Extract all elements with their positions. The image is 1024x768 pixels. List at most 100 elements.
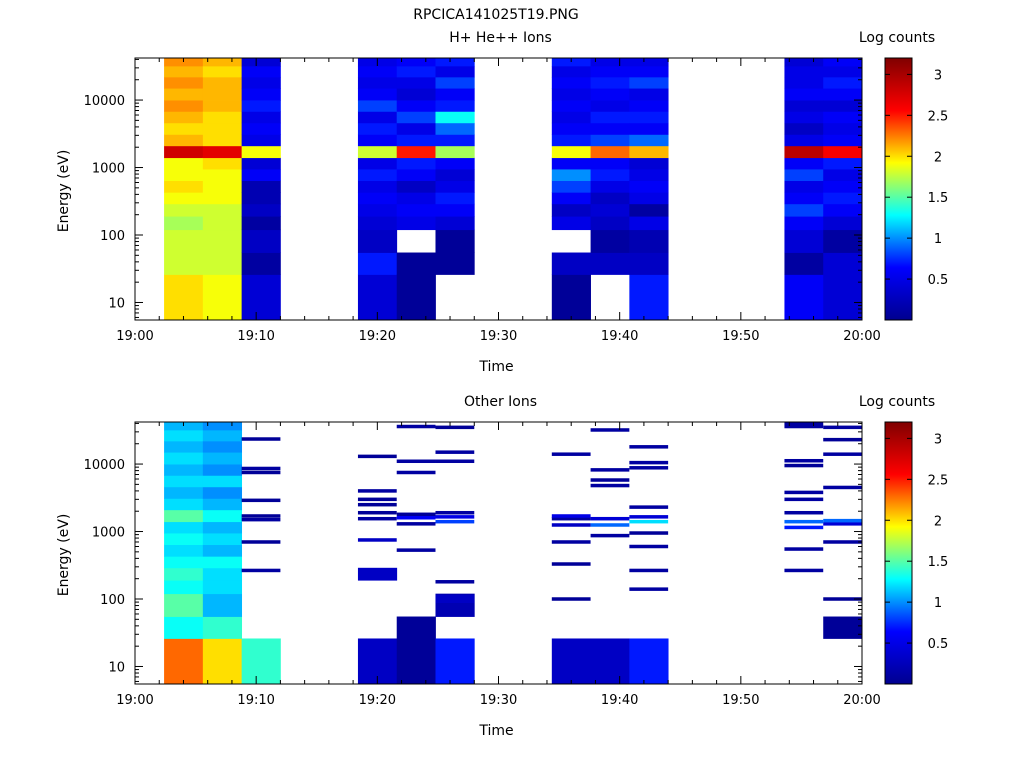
heatmap-cell <box>551 274 591 321</box>
heatmap-line <box>823 437 862 442</box>
heatmap-cell <box>629 145 669 159</box>
heatmap-cell <box>202 145 243 159</box>
heatmap-cell <box>396 169 436 182</box>
heatmap-line <box>241 517 281 522</box>
panel-title: Other Ions <box>464 394 537 410</box>
heatmap-cell <box>357 88 398 101</box>
heatmap-cell <box>629 65 669 78</box>
heatmap-cell <box>357 134 398 147</box>
heatmap-line <box>357 510 397 515</box>
heatmap-cell <box>202 498 243 511</box>
heatmap-cell <box>629 169 669 182</box>
heatmap-cell <box>590 58 630 67</box>
heatmap-cell <box>823 100 863 112</box>
heatmap-cell <box>396 122 436 135</box>
heatmap-line <box>784 510 824 515</box>
heatmap-cell <box>784 274 824 321</box>
heatmap-line <box>357 516 397 521</box>
heatmap-line <box>784 421 824 426</box>
heatmap-cell <box>241 180 281 193</box>
heatmap-cell <box>551 88 591 101</box>
heatmap-cell <box>164 544 204 557</box>
x-tick-label: 19:50 <box>722 693 759 708</box>
heatmap-cell <box>202 556 243 569</box>
heatmap-line <box>435 459 475 464</box>
heatmap-line <box>629 544 669 549</box>
heatmap-cell <box>164 65 204 78</box>
heatmap-line <box>551 540 591 544</box>
heatmap-line <box>551 597 591 601</box>
x-tick-label: 19:30 <box>480 329 517 344</box>
heatmap-cell <box>590 122 630 135</box>
heatmap-cell <box>164 475 204 488</box>
colorbar-tick-label: 1.5 <box>928 191 949 206</box>
heatmap-cell <box>357 229 398 253</box>
heatmap-cell <box>551 111 591 124</box>
heatmap-cell <box>823 157 863 170</box>
heatmap-line <box>551 523 591 527</box>
heatmap-cell <box>202 638 243 685</box>
colorbar-tick-label: 0.5 <box>928 637 949 652</box>
heatmap-cell <box>202 544 243 557</box>
heatmap-cell <box>629 216 669 231</box>
heatmap-cell <box>202 169 243 182</box>
heatmap-cell <box>551 169 591 182</box>
heatmap-line <box>551 516 591 521</box>
heatmap-cell <box>396 216 436 231</box>
heatmap-cell <box>784 252 824 275</box>
x-axis-label: Time <box>478 359 513 375</box>
heatmap-cell <box>784 180 824 193</box>
heatmap-cell <box>241 274 281 321</box>
heatmap-cell <box>823 122 863 135</box>
colorbar-tick-label: 0.5 <box>928 273 949 288</box>
heatmap-line <box>435 450 475 454</box>
heatmap-cell <box>357 65 398 78</box>
heatmap-line <box>823 425 862 430</box>
heatmap-cell <box>551 65 591 78</box>
heatmap-cell <box>435 100 475 112</box>
heatmap-line <box>357 538 397 542</box>
heatmap-cell <box>590 111 630 124</box>
x-axis-label: Time <box>478 723 513 739</box>
heatmap-cell <box>164 216 204 231</box>
heatmap-cell <box>551 76 591 89</box>
heatmap-line <box>590 523 630 527</box>
heatmap-cell <box>202 274 243 321</box>
heatmap-cell <box>202 440 243 453</box>
heatmap-line <box>784 568 824 573</box>
heatmap-line <box>590 428 630 432</box>
heatmap-cell <box>164 274 204 321</box>
heatmap-cell <box>164 203 204 217</box>
x-tick-label: 19:00 <box>116 329 153 344</box>
heatmap-line <box>590 516 630 521</box>
x-tick-label: 19:30 <box>480 693 517 708</box>
heatmap-line <box>629 515 669 519</box>
heatmap-cell <box>164 111 204 124</box>
heatmap-cell <box>784 58 824 67</box>
x-tick-label: 19:40 <box>601 329 638 344</box>
heatmap-cell <box>551 157 591 170</box>
heatmap-line <box>435 519 475 524</box>
heatmap-cell <box>590 134 630 147</box>
y-tick-label: 1000 <box>92 526 125 541</box>
heatmap-cell <box>202 88 243 101</box>
heatmap-cell <box>784 65 824 78</box>
heatmap-line <box>551 562 591 566</box>
heatmap-cell <box>164 509 204 523</box>
colorbar-tick-label: 3 <box>934 68 942 83</box>
x-tick-label: 19:10 <box>237 329 274 344</box>
heatmap-cell <box>823 616 863 639</box>
heatmap-line <box>629 519 669 524</box>
heatmap-cell <box>164 556 204 569</box>
heatmap-cell <box>202 486 243 499</box>
heatmap-line <box>784 490 824 495</box>
colorbar-tick-label: 2.5 <box>928 473 949 488</box>
heatmap-line <box>629 568 669 573</box>
heatmap-cell <box>202 429 243 442</box>
colorbar: 0.5 1 1.5 2 2.5 3 Log counts <box>859 30 949 321</box>
heatmap-cell <box>396 192 436 205</box>
heatmap-cell <box>396 76 436 89</box>
heatmap-cell <box>629 192 669 205</box>
heatmap-line <box>551 452 591 456</box>
heatmap-cell <box>202 229 243 253</box>
